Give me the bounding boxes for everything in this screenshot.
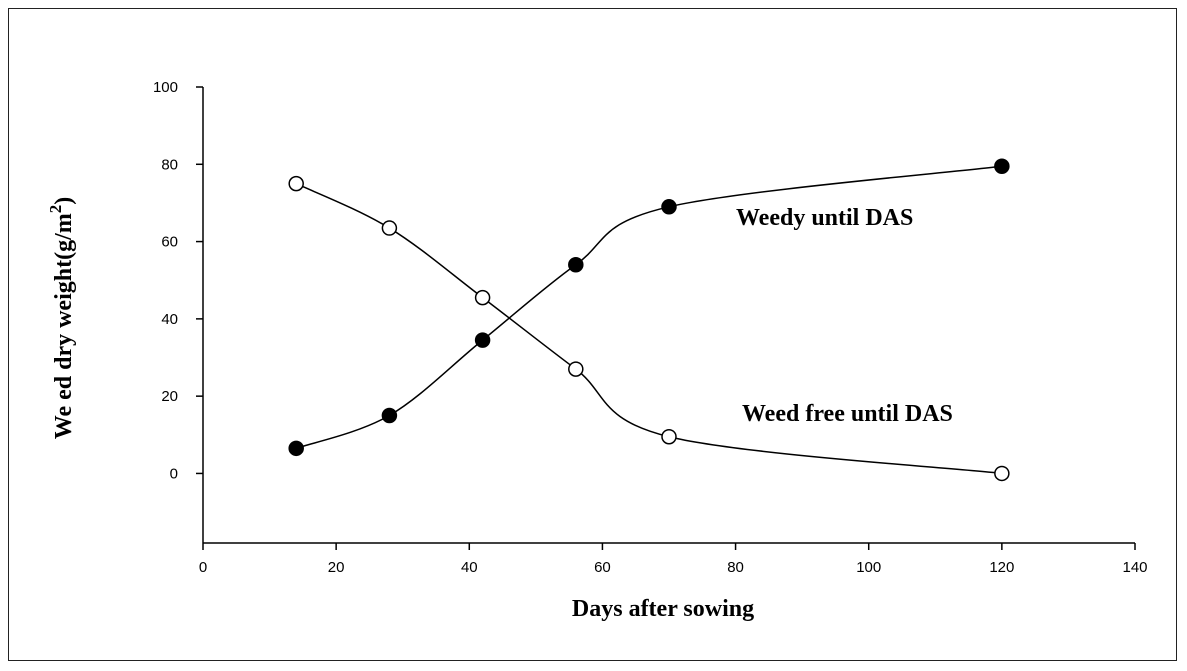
x-tick-label: 0 [199,559,207,576]
y-axis-title-sup: 2 [46,205,65,214]
x-tick-label: 20 [328,559,345,576]
y-axis-title: We ed dry weight(g/m2) [46,197,77,439]
weed-free-data-point [381,220,398,236]
weed-free-data-point [288,175,304,192]
y-tick-label: 60 [161,234,178,251]
x-tick-label: 40 [461,559,478,576]
weedy-data-point [474,332,491,348]
y-ticks: 0 20 40 60 80 100 [153,79,203,482]
series-label-weedy: Weedy until DAS [736,205,913,231]
x-tick-label: 60 [594,559,611,576]
weedy-data-point [288,440,304,457]
weedy-data-point [661,199,677,215]
y-tick-label: 20 [161,388,178,405]
x-tick-label: 100 [856,559,881,576]
weed-free-data-point [661,428,677,445]
weed-free-data-point [568,361,584,377]
x-axis-title: Days after sowing [572,596,754,622]
y-tick-label: 100 [153,79,178,96]
weedy-data-point [381,407,398,424]
series-layer [288,158,1010,482]
x-ticks: 0 20 40 60 80 100 120 140 [199,543,1148,576]
y-tick-label: 0 [170,465,178,482]
y-tick-label: 40 [161,311,178,328]
chart-axes [202,87,1135,544]
weed-free-data-point [994,465,1010,482]
weedy-data-point [568,257,584,273]
x-tick-label: 140 [1122,559,1147,576]
x-tick-label: 120 [989,559,1014,576]
x-tick-label: 80 [727,559,744,576]
y-axis-title-end: ) [51,197,77,205]
series-label-weed-free: Weed free until DAS [742,401,953,427]
y-axis-title-main: We ed dry weight(g/m [51,213,77,439]
weedy-data-point [994,158,1010,174]
y-tick-label: 80 [161,156,178,173]
weed-free-data-point [474,289,491,306]
